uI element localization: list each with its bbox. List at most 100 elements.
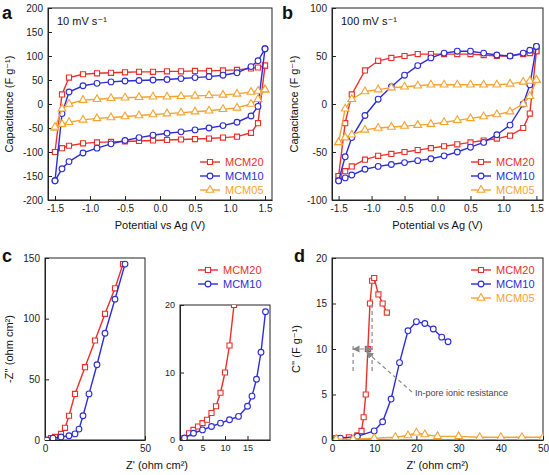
x-tick-mark	[470, 196, 471, 200]
series-marker	[219, 105, 227, 112]
x-tick: -1.0	[363, 196, 381, 214]
series-marker	[494, 52, 500, 58]
y-tick-label: -100	[23, 147, 43, 158]
series-marker	[222, 370, 227, 375]
y-tick: -150	[23, 171, 52, 182]
series-marker	[507, 122, 513, 128]
y-tick-label: -100	[307, 195, 327, 206]
y-tick: 50	[316, 51, 336, 62]
series-line	[336, 433, 543, 439]
plot-frame	[45, 258, 145, 440]
series-marker	[52, 149, 57, 154]
x-axis-line	[181, 440, 271, 441]
series-marker	[206, 136, 211, 141]
series-marker	[359, 428, 364, 433]
y-tick: 20	[165, 300, 184, 310]
y-tick: 5	[321, 389, 336, 400]
y-tick: 100	[26, 51, 52, 62]
y-tick-label: 0	[34, 435, 40, 446]
y-tick-label: 150	[23, 253, 40, 264]
series-marker	[205, 91, 213, 98]
y-tick-mark	[180, 373, 184, 374]
series-marker	[348, 130, 356, 137]
series-marker	[384, 310, 389, 315]
series-marker	[192, 75, 198, 81]
series-marker	[402, 149, 407, 154]
series-marker	[507, 53, 512, 58]
y-axis-title: C'' (F g⁻¹)	[290, 325, 302, 373]
x-tick-mark	[438, 196, 439, 200]
x-tick-label: 50	[140, 443, 152, 454]
series-marker	[94, 145, 100, 151]
series-line	[55, 66, 265, 152]
scan-rate-label: 10 mV s⁻¹	[57, 15, 107, 27]
series-marker	[455, 142, 460, 147]
series-marker	[405, 328, 411, 334]
y-tick: 150	[26, 27, 52, 38]
legend-marker	[206, 186, 214, 193]
x-tick-label: 0.5	[189, 203, 203, 214]
legend-item: MCM10	[200, 170, 264, 182]
x-tick: 5	[200, 436, 205, 453]
y-tick-label: 200	[26, 3, 43, 14]
x-tick-mark	[416, 436, 417, 440]
series-marker	[255, 58, 261, 64]
y-tick-label: -50	[29, 123, 44, 134]
series-marker	[468, 48, 474, 54]
series-marker	[402, 53, 407, 58]
series-marker	[102, 330, 108, 336]
legend-item: MCM05	[200, 184, 264, 196]
series-marker	[262, 46, 268, 52]
annotation-guide	[353, 344, 354, 371]
series-marker	[506, 107, 514, 114]
series-marker	[182, 435, 187, 440]
series-marker	[413, 428, 421, 435]
y-tick-mark	[45, 319, 49, 320]
x-tick-label: 40	[496, 443, 508, 454]
y-tick: 15	[316, 298, 336, 309]
legend-label: MCM05	[225, 184, 264, 196]
series-marker	[255, 104, 261, 110]
x-tick-mark	[536, 196, 537, 200]
x-tick-mark	[203, 436, 204, 440]
x-tick-label: -1.0	[363, 203, 381, 214]
plot-area	[332, 275, 543, 440]
series-marker	[387, 123, 395, 130]
legend-label: MCM05	[496, 292, 535, 304]
x-axis-line	[333, 440, 544, 441]
series-marker	[121, 112, 129, 119]
series-line	[47, 264, 125, 440]
x-tick: -0.5	[117, 196, 135, 214]
y-tick-label: -50	[313, 147, 328, 158]
series-line	[339, 80, 537, 142]
series-marker	[213, 404, 218, 409]
x-tick-label: 5	[200, 443, 205, 453]
y-tick-mark	[48, 32, 52, 33]
series-marker	[122, 70, 127, 75]
y-tick: 10	[165, 368, 184, 378]
series-marker	[370, 434, 378, 440]
legend-marker	[477, 294, 485, 301]
legend-item: MCM20	[200, 156, 264, 168]
y-tick-label: 20	[316, 253, 328, 264]
series-marker	[454, 48, 460, 54]
series-marker	[149, 92, 157, 99]
x-tick-mark	[405, 196, 406, 200]
series-marker	[349, 172, 355, 178]
series-marker	[122, 261, 128, 267]
series-marker	[218, 420, 224, 426]
series-marker	[507, 133, 512, 138]
y-tick: 200	[26, 3, 52, 14]
x-tick: 50	[140, 436, 152, 454]
series-marker	[178, 69, 183, 74]
y-tick-mark	[332, 200, 336, 201]
series-marker	[92, 338, 97, 343]
x-tick: 1.0	[224, 196, 238, 214]
x-tick: -1.5	[330, 196, 348, 214]
x-tick-mark	[125, 196, 126, 200]
series-marker	[150, 69, 155, 74]
series-marker	[205, 106, 213, 113]
y-tick-label: 150	[26, 27, 43, 38]
series-marker	[521, 125, 526, 130]
series-marker	[234, 119, 240, 125]
